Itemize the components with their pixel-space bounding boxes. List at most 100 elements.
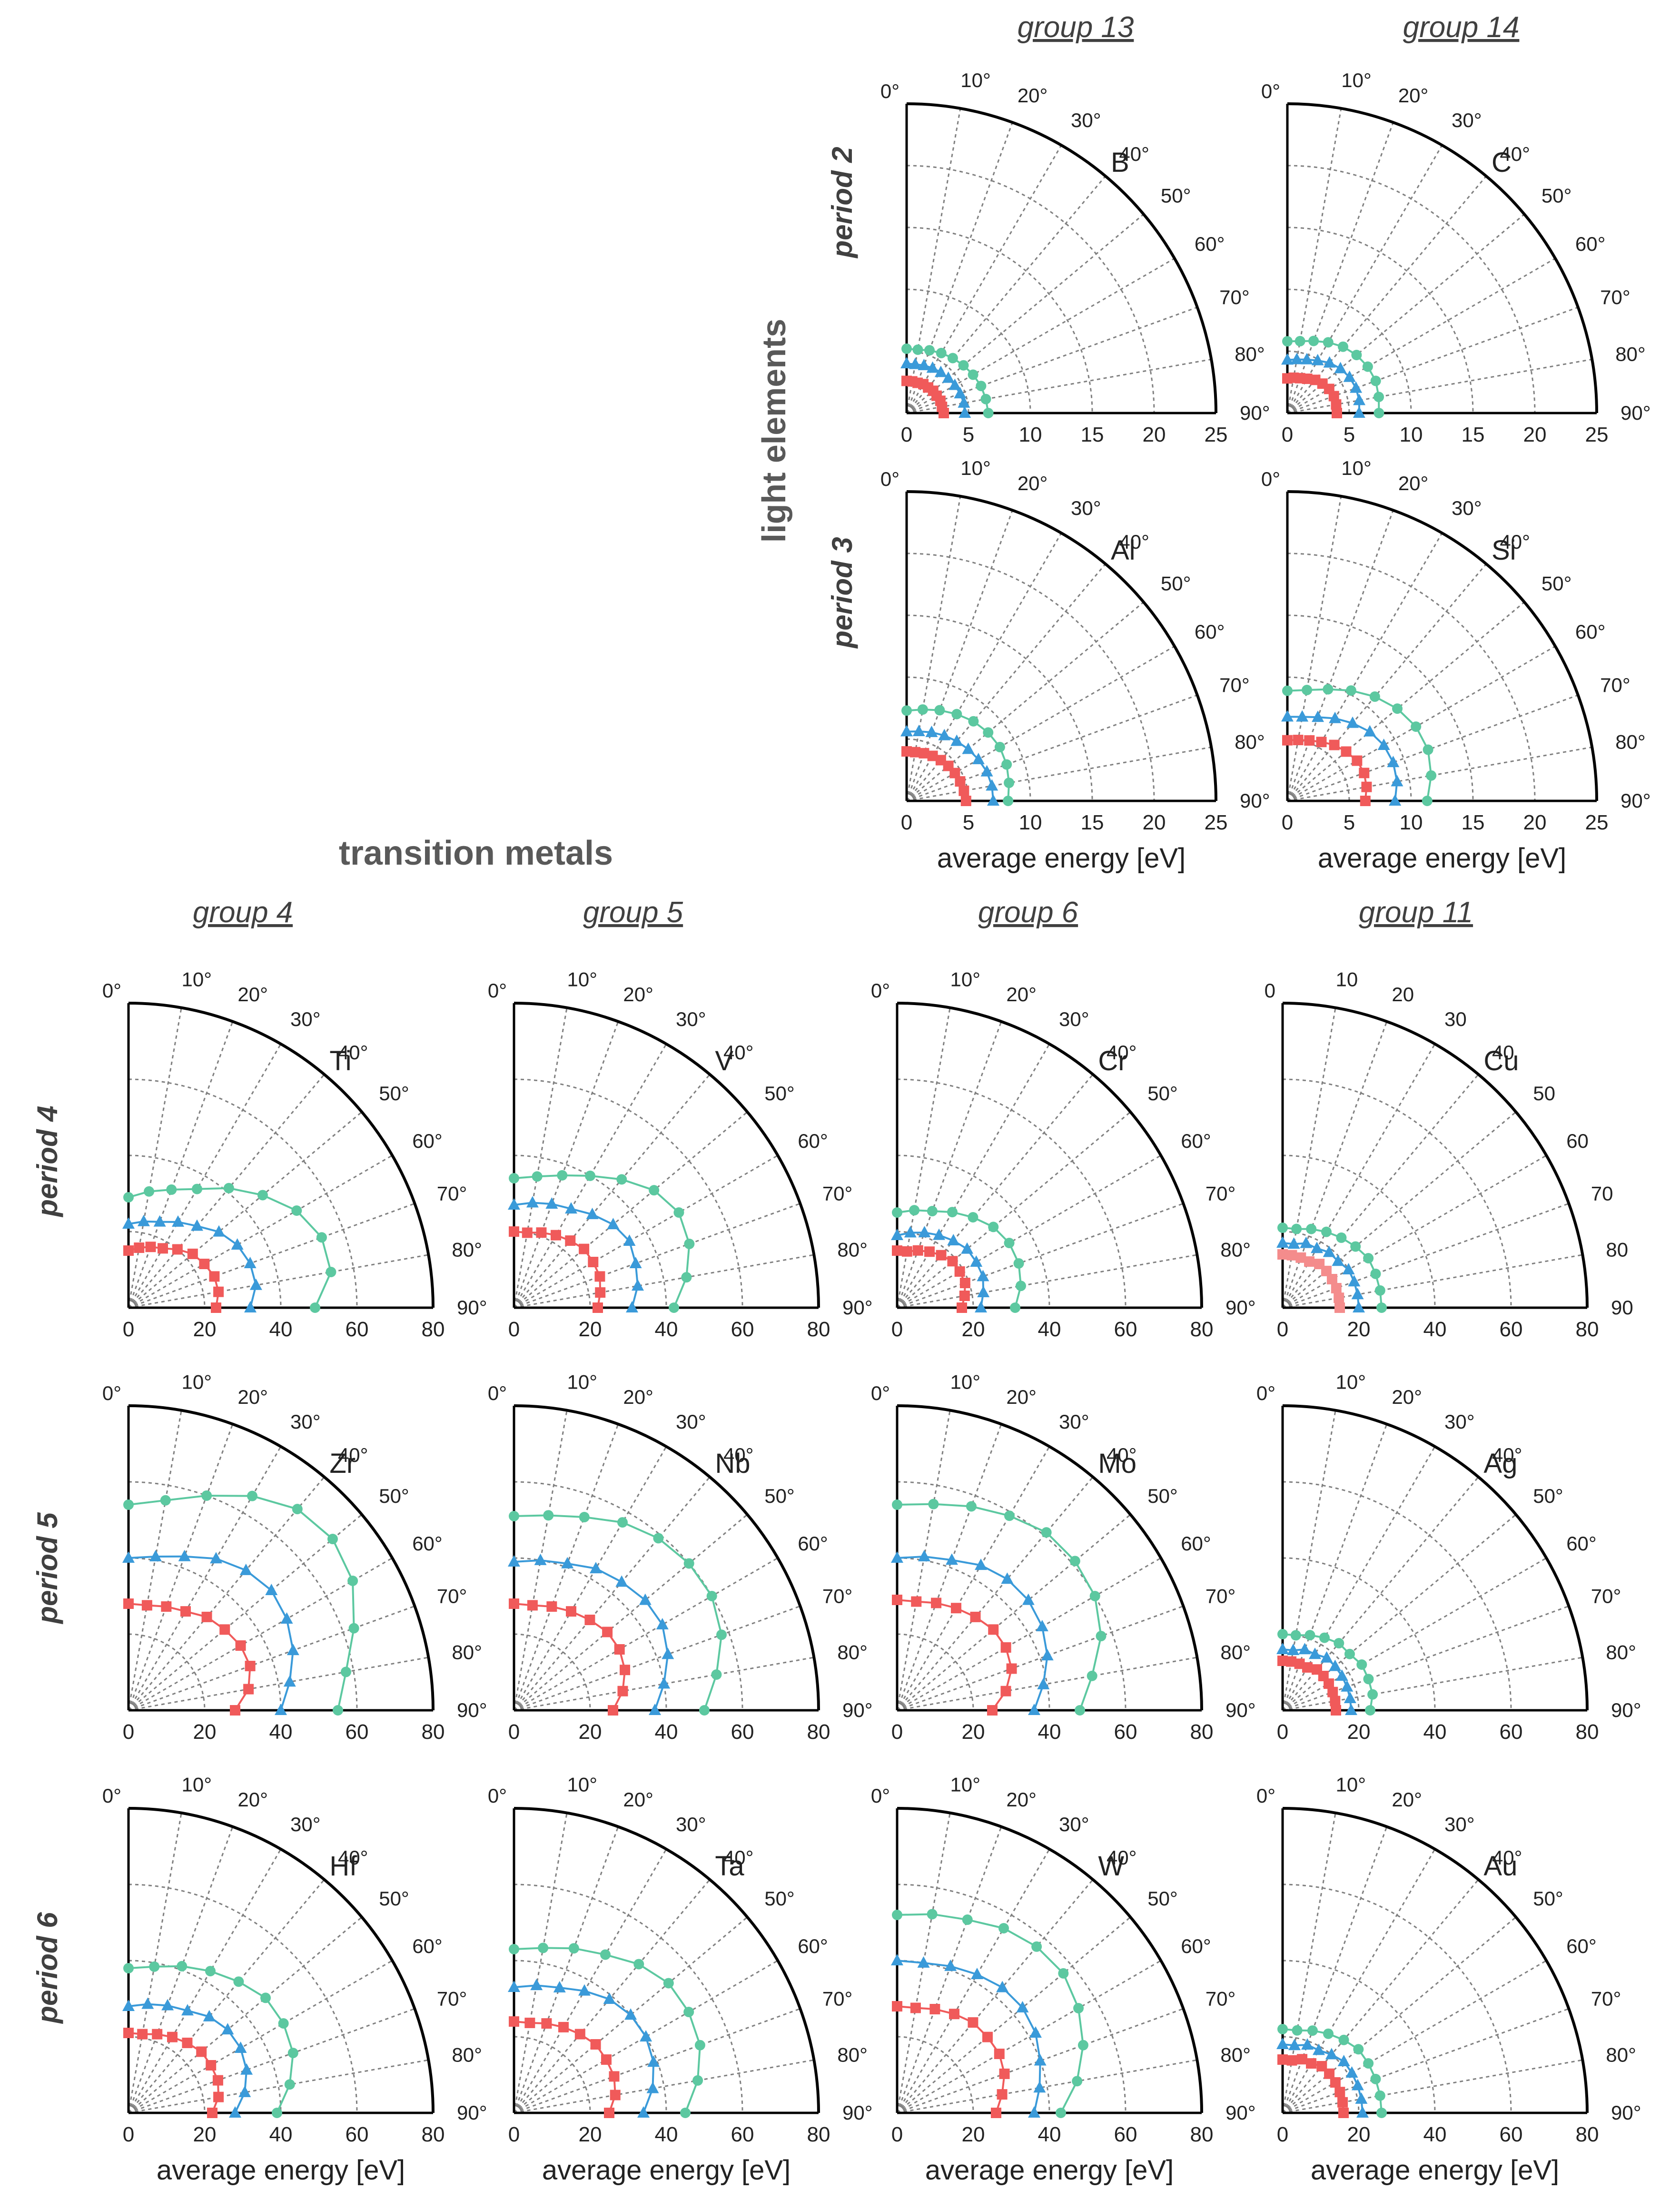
x-tick-label: 40 — [269, 1720, 293, 1744]
grid-spoke — [1287, 214, 1525, 414]
data-point — [1056, 2108, 1066, 2118]
data-point — [1304, 1630, 1315, 1641]
grid-spoke — [128, 1154, 393, 1309]
angle-label: 30° — [1452, 109, 1482, 131]
data-point — [1304, 1256, 1314, 1267]
x-axis-title: average energy [eV] — [1318, 843, 1566, 874]
x-tick-label: 80 — [1190, 1720, 1214, 1744]
series-line — [897, 1913, 1084, 2113]
angle-label: 0° — [102, 1382, 121, 1404]
data-point — [976, 381, 987, 392]
grid-arc — [1282, 1078, 1512, 1308]
data-point — [1041, 1649, 1054, 1661]
x-tick-label: 40 — [1038, 1318, 1061, 1341]
x-tick-label: 40 — [1423, 2123, 1447, 2146]
angle-label: 50° — [1533, 1485, 1563, 1507]
data-point — [235, 1640, 246, 1651]
angle-label: 80° — [452, 2043, 482, 2066]
angle-label: 90° — [457, 1699, 487, 1721]
data-point — [509, 1173, 519, 1183]
grid-spoke — [513, 1848, 667, 2113]
angle-label: 30° — [1059, 1813, 1089, 1835]
x-tick-label: 80 — [422, 2123, 445, 2146]
x-tick-label: 20 — [1347, 1720, 1371, 1744]
group-header-6: group 6 — [978, 896, 1078, 929]
grid-arc — [897, 1884, 1127, 2113]
polar-chart-ti: 0 20 40 60 80 0° 10° 20° 30° 40° 50° 60° 70° 80° 90° Ti — [102, 968, 487, 1341]
data-point — [933, 1228, 945, 1240]
angle-label: 0° — [1256, 1785, 1275, 1807]
data-point — [983, 727, 994, 738]
grid-spoke — [897, 1111, 1131, 1309]
data-point — [1072, 2076, 1083, 2087]
grid-arc — [128, 1231, 206, 1308]
angle-label: 80° — [1235, 343, 1265, 365]
data-point — [203, 2010, 216, 2022]
angle-label: 90° — [1225, 2101, 1256, 2124]
element-label: Hf — [329, 1851, 357, 1882]
data-point — [942, 371, 955, 383]
polar-chart-si: 0 5 10 15 20 25 0° 10° 20° 30° 40° 50° 60° 70° 80° 90° S… — [1261, 457, 1651, 874]
grid-spoke — [513, 1826, 619, 2113]
data-point — [1307, 2025, 1318, 2036]
grid-spoke — [514, 2059, 814, 2114]
data-point — [970, 1255, 983, 1267]
element-label: Al — [1111, 535, 1136, 566]
data-point — [1029, 2026, 1042, 2038]
angle-label: 0° — [880, 80, 899, 102]
data-point — [983, 408, 994, 418]
data-point — [892, 1207, 902, 1218]
grid-spoke — [1282, 1021, 1388, 1308]
x-tick-label: 0 — [123, 1318, 134, 1341]
grid-spoke — [906, 145, 1062, 414]
grid-spoke — [897, 1154, 1162, 1309]
grid-arc — [128, 1557, 282, 1711]
data-point — [1329, 711, 1342, 723]
data-point — [901, 343, 912, 354]
data-point — [1013, 1258, 1024, 1269]
data-point — [980, 394, 991, 404]
data-point — [646, 2081, 659, 2093]
x-axis-title: average energy [eV] — [925, 2155, 1174, 2186]
angle-label: 90° — [1225, 1296, 1256, 1319]
data-point — [891, 1954, 903, 1965]
data-point — [1058, 1968, 1069, 1979]
data-point — [1370, 1268, 1381, 1279]
data-point — [278, 2018, 289, 2029]
x-tick-label: 0 — [1282, 811, 1293, 834]
series-line — [906, 347, 989, 414]
data-point — [1276, 2038, 1289, 2049]
data-point — [944, 1959, 957, 1971]
angle-label: 70° — [1600, 674, 1631, 696]
data-point — [190, 1219, 203, 1231]
data-point — [182, 2037, 193, 2048]
data-point — [594, 1271, 605, 1282]
data-point — [1281, 353, 1294, 365]
outer-arc — [1282, 1404, 1589, 1711]
data-point — [959, 406, 971, 418]
data-point — [590, 2039, 601, 2050]
data-point — [1309, 1647, 1321, 1659]
x-tick-label: 0 — [123, 1720, 134, 1744]
data-point — [1037, 1677, 1050, 1689]
grid-spoke — [513, 1813, 568, 2113]
grid-arc — [906, 614, 1093, 801]
outer-arc — [906, 102, 1217, 414]
x-tick-label: 25 — [1205, 811, 1228, 834]
series-line — [514, 1947, 701, 2113]
angle-label: 20° — [1018, 472, 1048, 494]
grid-spoke — [1286, 145, 1443, 414]
series-line — [1287, 716, 1398, 801]
grid-spoke — [1282, 1826, 1388, 2113]
data-point — [509, 1944, 519, 1954]
data-point — [959, 1278, 970, 1289]
data-point — [244, 1256, 257, 1268]
data-point — [1302, 684, 1313, 695]
data-point — [891, 1229, 903, 1240]
grid-spoke — [1282, 1916, 1517, 2114]
data-point — [994, 741, 1005, 752]
grid-spoke — [128, 1813, 182, 2113]
data-point — [1077, 2040, 1088, 2051]
data-point — [1281, 710, 1294, 722]
data-point — [1350, 381, 1363, 393]
